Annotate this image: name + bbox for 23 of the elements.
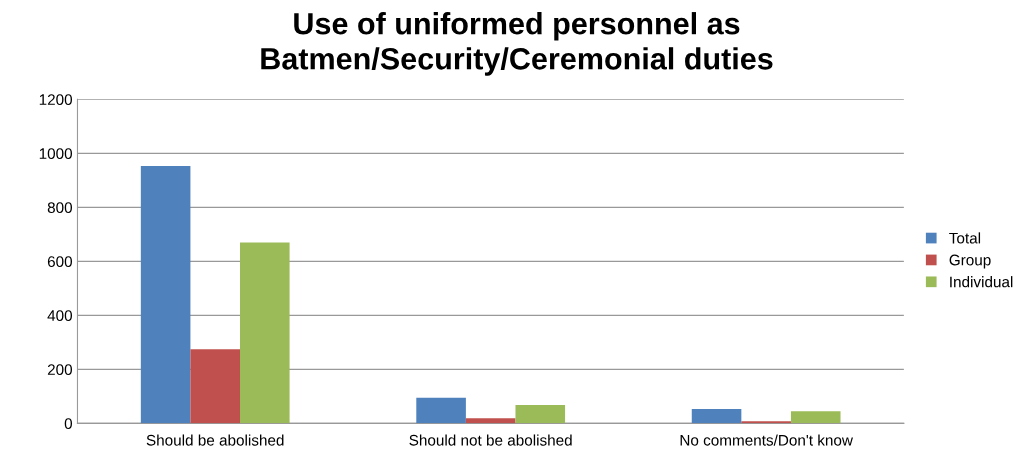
bar [741, 421, 791, 424]
bar [416, 397, 466, 424]
legend-label: Group [949, 254, 991, 269]
y-tick-label: 200 [47, 364, 73, 376]
y-tick-label: 0 [64, 418, 73, 430]
x-tick-label: Should be abolished [146, 434, 284, 446]
legend-label: Individual [950, 276, 1013, 288]
bar [465, 418, 516, 424]
x-tick-label: No comments/Don't know [680, 434, 853, 446]
y-tick-label: 1200 [39, 94, 73, 106]
y-tick-label: 400 [47, 310, 73, 322]
bar [140, 166, 191, 424]
bar [691, 409, 742, 424]
chart-title: Use of uniformed personnel as Batmen/Security/Ceremonial duties [261, 12, 773, 76]
y-tick-label: 600 [47, 256, 73, 268]
bar [515, 404, 566, 424]
y-tick-label: 800 [47, 202, 73, 214]
legend-label: Total [949, 232, 981, 244]
bar [240, 242, 290, 424]
bar [790, 411, 841, 424]
bar [190, 349, 240, 424]
x-tick-label: Should not be abolished [409, 434, 572, 446]
y-tick-label: 1000 [39, 148, 73, 160]
